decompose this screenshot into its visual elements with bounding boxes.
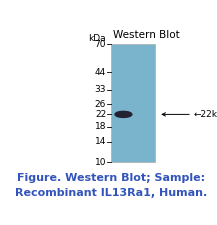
Text: 33: 33 [95, 85, 106, 94]
Text: ←22kDa: ←22kDa [194, 110, 217, 119]
Text: Recombinant IL13Ra1, Human.: Recombinant IL13Ra1, Human. [15, 188, 207, 198]
Ellipse shape [115, 111, 132, 117]
Text: 10: 10 [95, 158, 106, 167]
Text: Western Blot: Western Blot [113, 30, 180, 40]
Text: 18: 18 [95, 122, 106, 131]
Text: 26: 26 [95, 100, 106, 109]
Text: 70: 70 [95, 40, 106, 49]
Text: 22: 22 [95, 110, 106, 119]
Text: Figure. Western Blot; Sample:: Figure. Western Blot; Sample: [17, 173, 205, 183]
Text: 14: 14 [95, 137, 106, 146]
Text: 44: 44 [95, 68, 106, 77]
Text: kDa: kDa [89, 34, 106, 43]
